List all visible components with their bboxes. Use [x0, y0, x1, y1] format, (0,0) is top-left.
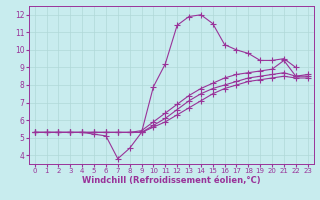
X-axis label: Windchill (Refroidissement éolien,°C): Windchill (Refroidissement éolien,°C): [82, 176, 260, 185]
